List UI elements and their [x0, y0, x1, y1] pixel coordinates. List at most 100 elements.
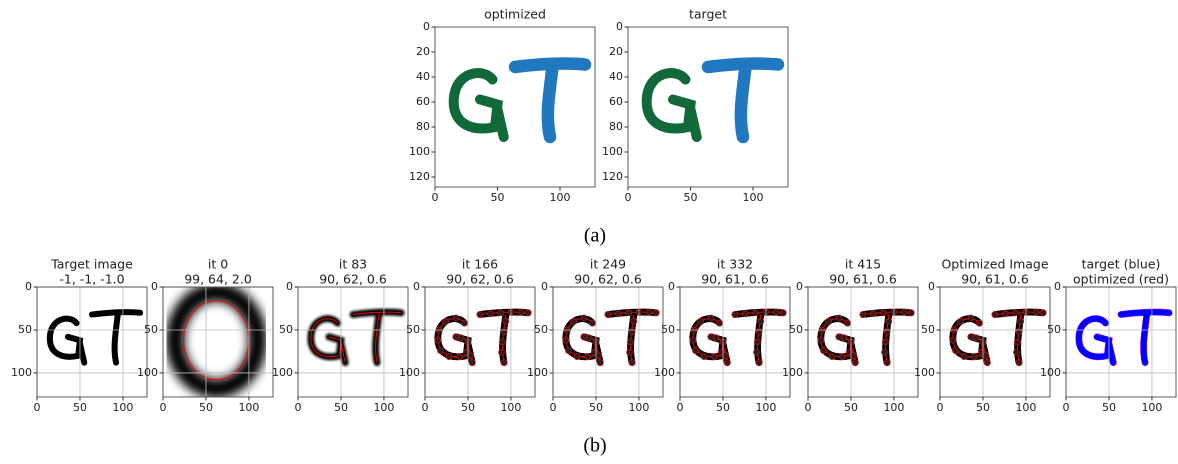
control-point	[870, 311, 876, 317]
panel-inner	[950, 309, 1046, 366]
image-content	[818, 309, 914, 366]
control-point	[626, 349, 632, 355]
control-point	[818, 337, 824, 343]
control-point	[732, 311, 738, 317]
y-tick-label: 50	[18, 323, 32, 336]
control-point	[836, 315, 842, 321]
control-point	[711, 354, 717, 360]
panel-image	[563, 309, 659, 366]
control-point	[501, 360, 507, 366]
panel-image	[175, 292, 258, 388]
control-point	[882, 339, 888, 345]
x-tick-label: 50	[491, 191, 505, 204]
control-point	[984, 360, 990, 366]
control-point	[498, 349, 504, 355]
caption: (b)	[583, 435, 606, 457]
x-tick-label: 100	[112, 401, 133, 414]
y-tick-label: 0	[151, 280, 158, 293]
control-point	[1018, 318, 1024, 324]
panel-image	[50, 312, 140, 363]
panel-inner	[690, 309, 786, 366]
image-content	[1079, 312, 1169, 363]
control-point	[525, 310, 531, 316]
y-tick-label: 100	[527, 366, 548, 379]
control-point	[829, 354, 835, 360]
control-point	[886, 318, 892, 324]
control-point	[860, 311, 866, 317]
control-point	[698, 318, 704, 324]
control-point	[615, 311, 621, 317]
control-point	[968, 315, 974, 321]
panel-title: 90, 62, 0.6	[319, 272, 387, 287]
panel-image	[311, 312, 401, 363]
y-tick-label: 40	[609, 70, 623, 83]
y-tick-label: 120	[602, 170, 623, 183]
control-point	[584, 354, 590, 360]
y-tick-label: 50	[789, 323, 803, 336]
control-point	[754, 339, 760, 345]
control-point	[724, 360, 730, 366]
glyph-t	[515, 63, 585, 137]
x-tick-label: 100	[550, 191, 571, 204]
image-content	[950, 309, 1046, 366]
x-tick-label: 100	[883, 401, 904, 414]
x-tick-label: 50	[334, 401, 348, 414]
y-tick-label: 0	[1054, 280, 1061, 293]
y-tick-label: 60	[416, 95, 430, 108]
control-point	[499, 339, 505, 345]
x-tick-label: 50	[844, 401, 858, 414]
control-point	[581, 334, 587, 340]
x-tick-label: 100	[500, 401, 521, 414]
x-tick-label: 0	[432, 191, 439, 204]
panel-inner	[50, 312, 140, 363]
x-tick-label: 100	[238, 401, 259, 414]
x-tick-label: 0	[625, 191, 632, 204]
x-tick-label: 50	[1102, 401, 1116, 414]
control-point	[469, 360, 475, 366]
control-point	[692, 348, 698, 354]
image-content	[647, 63, 778, 137]
y-tick-label: 100	[654, 366, 675, 379]
panel-title: it 83	[339, 257, 367, 272]
control-point	[443, 318, 449, 324]
x-tick-label: 0	[677, 401, 684, 414]
x-tick-label: 50	[684, 191, 698, 204]
panel-title: it 332	[717, 257, 753, 272]
panel-title: Target image	[50, 257, 133, 272]
control-point	[961, 354, 967, 360]
x-tick-label: 50	[716, 401, 730, 414]
x-tick-label: 100	[743, 191, 764, 204]
y-tick-label: 100	[1040, 366, 1061, 379]
panel-image	[435, 309, 531, 366]
panel-image	[1079, 312, 1169, 363]
control-point	[708, 315, 714, 321]
control-point	[881, 310, 887, 316]
y-tick-label: 50	[406, 323, 420, 336]
panel-inner	[311, 312, 401, 363]
control-point	[468, 353, 474, 359]
y-tick-label: 120	[409, 170, 430, 183]
y-tick-label: 50	[1047, 323, 1061, 336]
y-tick-label: 20	[416, 45, 430, 58]
control-point	[952, 348, 958, 354]
control-point	[758, 318, 764, 324]
y-tick-label: 100	[914, 366, 935, 379]
x-tick-label: 0	[422, 401, 429, 414]
y-tick-label: 80	[609, 120, 623, 133]
control-point	[605, 311, 611, 317]
panel-inner	[563, 309, 659, 366]
blur-blob	[175, 292, 258, 388]
control-point	[1016, 360, 1022, 366]
control-point	[845, 320, 851, 326]
y-tick-label: 50	[279, 323, 293, 336]
panel-image	[818, 309, 914, 366]
control-point	[581, 315, 587, 321]
y-tick-label: 50	[534, 323, 548, 336]
control-point	[503, 318, 509, 324]
control-point	[1014, 339, 1020, 345]
y-tick-label: 0	[796, 280, 803, 293]
control-point	[756, 360, 762, 366]
x-tick-label: 0	[937, 401, 944, 414]
control-point	[884, 360, 890, 366]
control-point	[820, 348, 826, 354]
